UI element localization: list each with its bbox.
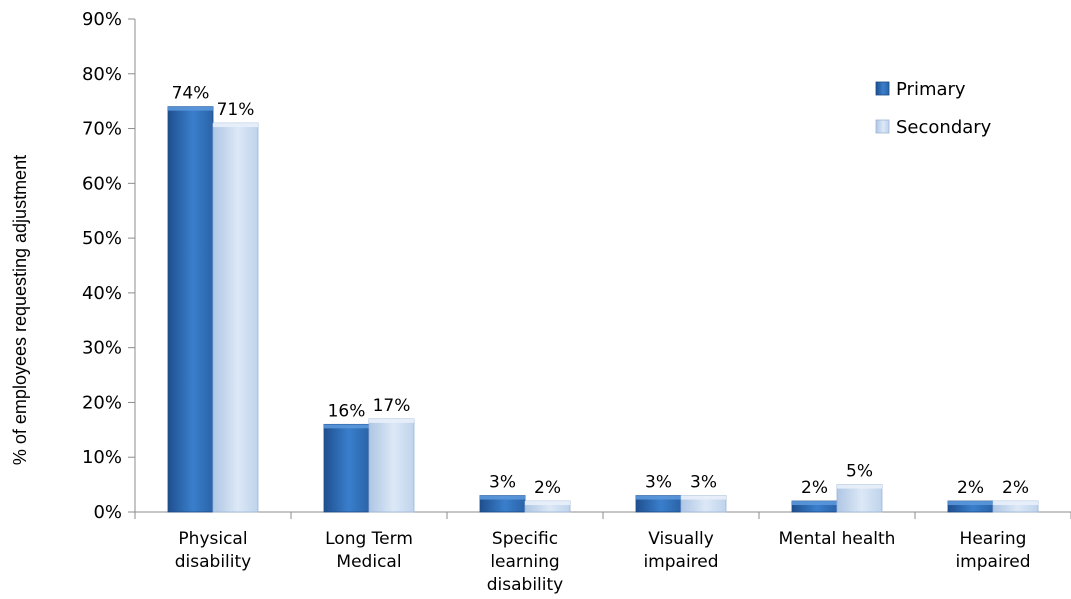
bar-top-bevel [681,495,726,500]
data-label-secondary: 3% [690,473,717,493]
category-labels: Physical disability Long Term Medical Specif… [175,529,1031,595]
y-tick-label: 90% [82,9,122,30]
y-ticks: 0% 10% 20% 30% 40% 50% 60% 70% 80% 90% [82,9,135,523]
bar-top-bevel [369,418,414,423]
bar-top-bevel [480,495,525,500]
y-tick-label: 60% [82,173,122,194]
bar-secondary [836,484,883,513]
bar-top-bevel [525,501,570,506]
category-label: Specific [492,529,558,549]
x-ticks [134,512,1071,519]
bar-top-bevel [324,424,369,429]
bar-top-bevel [948,501,993,506]
data-labels: 74% 71% 16% 17% 3% 2% 3% 3% 2% 5% 2% 2% [172,84,1029,498]
category-label: Visually [648,529,714,549]
bar-secondary [368,418,415,513]
data-label-primary: 2% [957,478,984,498]
category-label: Medical [336,552,401,572]
bar-top-bevel [792,501,837,506]
y-tick-label: 50% [82,228,122,249]
data-label-secondary: 71% [217,100,255,120]
bar-top-bevel [168,106,213,111]
data-label-primary: 3% [489,473,516,493]
legend-swatch-secondary [875,119,890,134]
y-tick-label: 10% [82,447,122,468]
y-tick-label: 20% [82,392,122,413]
data-label-primary: 16% [328,401,366,421]
data-label-secondary: 2% [1002,478,1029,498]
legend: Primary Secondary [875,79,992,138]
bar-top-bevel [993,501,1038,506]
category-label: impaired [955,552,1030,572]
data-label-primary: 3% [645,473,672,493]
category-label: Physical [178,529,247,549]
y-tick-label: 0% [93,502,122,523]
legend-swatch-primary [875,81,890,96]
category-label: Mental health [779,529,896,549]
y-tick-label: 40% [82,283,122,304]
category-label: learning [490,552,559,572]
category-label: disability [175,552,251,572]
category-label: Hearing [960,529,1027,549]
category-label: Long Term [325,529,413,549]
bar-primary [167,106,214,513]
data-label-primary: 2% [801,478,828,498]
data-label-secondary: 2% [534,478,561,498]
y-tick-label: 70% [82,119,122,140]
category-label: impaired [643,552,718,572]
y-tick-label: 80% [82,64,122,85]
bar-primary [323,423,370,513]
data-label-primary: 74% [172,84,210,104]
bar-top-bevel [213,123,258,128]
data-label-secondary: 17% [373,396,411,416]
legend-label-secondary: Secondary [896,117,992,138]
bar-top-bevel [636,495,681,500]
y-tick-label: 30% [82,338,122,359]
y-axis-title: % of employees requesting adjustment [10,155,30,465]
bar-secondary [212,122,259,513]
bar-top-bevel [837,484,882,489]
category-label: disability [487,575,563,595]
data-label-secondary: 5% [846,462,873,482]
bars [167,106,1039,513]
legend-label-primary: Primary [896,79,966,100]
